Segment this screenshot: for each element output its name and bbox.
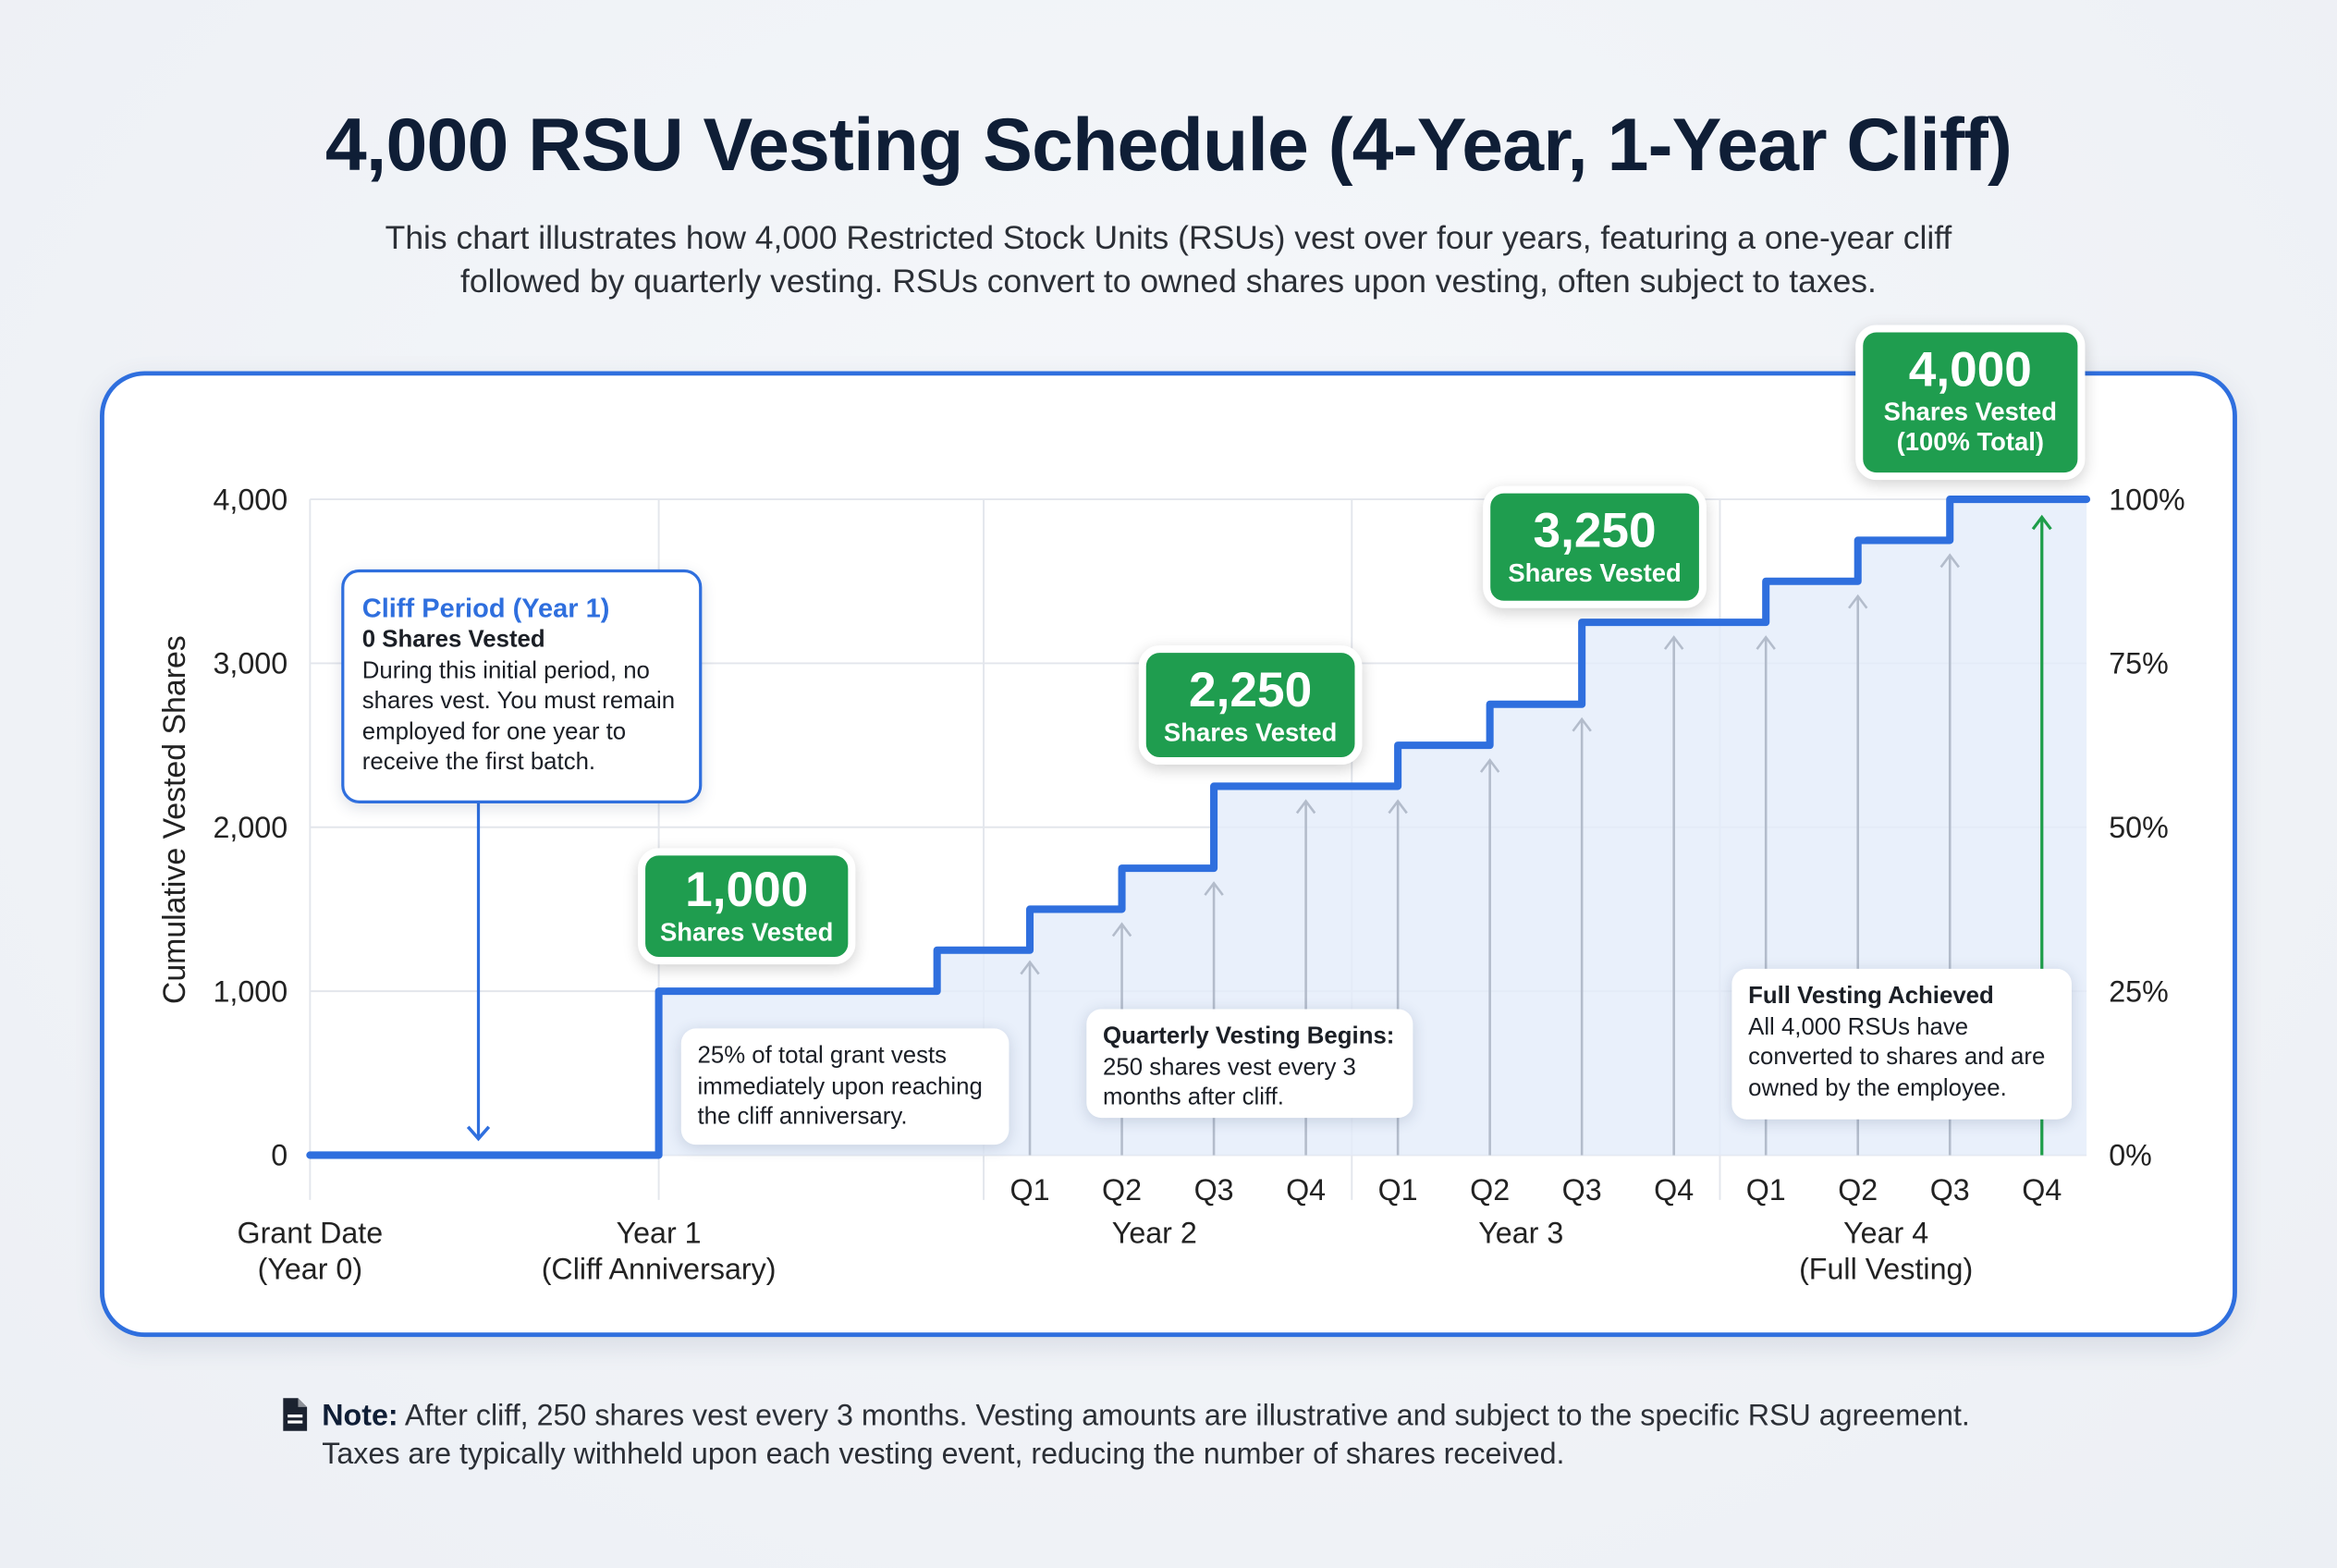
badge-value: 4,000: [1908, 341, 2032, 397]
y-tick-label: 3,000: [213, 647, 288, 680]
arrow-head-icon: [1939, 553, 1960, 569]
x-major-label: Year 2: [1112, 1217, 1197, 1250]
badge-value: 1,000: [685, 861, 809, 917]
x-major-label: (Cliff Anniversary): [542, 1252, 777, 1285]
page-title: 4,000 RSU Vesting Schedule (4-Year, 1-Ye…: [324, 103, 2013, 187]
badge-sub: Shares Vested: [1508, 558, 1682, 588]
arrow-head-icon: [1111, 922, 1132, 937]
x-major-label: Grant Date: [238, 1217, 384, 1250]
arrow-head-icon: [1020, 960, 1040, 975]
x-major-label: Year 1: [617, 1217, 702, 1250]
badge-2250: 2,250 Shares Vested: [1138, 645, 1363, 766]
arrow-head-icon: [1479, 758, 1500, 773]
subtitle-line: followed by quarterly vesting. RSUs conv…: [460, 262, 1877, 300]
cliff-period-callout: Cliff Period (Year 1) 0 Shares Vested Du…: [341, 569, 703, 803]
badge-sub: (100% Total): [1896, 427, 2045, 457]
note-line: After cliff, 250 shares vest every 3 mon…: [398, 1399, 1970, 1433]
cliff-vest-text: 25% of total grant vests immediately upo…: [697, 1043, 983, 1131]
quarterly-title: Quarterly Vesting Begins:: [1103, 1023, 1395, 1049]
cliff-text: During this initial period, no shares ve…: [361, 657, 676, 776]
badge-value: 2,250: [1189, 661, 1313, 717]
y2-tick-label: 100%: [2109, 483, 2184, 516]
document-icon: [283, 1398, 308, 1431]
page-subtitle: This chart illustrates how 4,000 Restric…: [0, 216, 2337, 303]
x-major-label: Year 3: [1478, 1217, 1563, 1250]
x-quarter-label: Q4: [1654, 1173, 1694, 1207]
vesting-step-line: [306, 496, 2091, 1159]
y-tick-label: 1,000: [213, 974, 288, 1008]
x-quarter-label: Q2: [1470, 1173, 1510, 1207]
badge-sub: Shares Vested: [1883, 398, 2058, 427]
subtitle-line: This chart illustrates how 4,000 Restric…: [385, 218, 1952, 257]
arrow-head-icon: [1848, 594, 1868, 609]
x-major-label: (Year 0): [258, 1252, 362, 1285]
badge-sub: Shares Vested: [1163, 718, 1338, 747]
x-quarter-label: Q4: [1286, 1173, 1326, 1207]
x-major-label: (Full Vesting): [1799, 1252, 1973, 1285]
footnote: Note: After cliff, 250 shares vest every…: [322, 1397, 1970, 1475]
cliff-title: Cliff Period (Year 1): [361, 593, 610, 623]
x-quarter-label: Q1: [1010, 1173, 1050, 1207]
y-tick-label: 4,000: [213, 483, 288, 516]
x-quarter-label: Q2: [1838, 1173, 1878, 1207]
y2-tick-label: 50%: [2109, 811, 2169, 844]
cliff-subtitle: 0 Shares Vested: [361, 627, 545, 654]
badge-value: 3,250: [1533, 502, 1657, 557]
quarterly-callout: Quarterly Vesting Begins: 250 shares ves…: [1086, 1009, 1413, 1119]
badge-4000: 4,000 Shares Vested (100% Total): [1855, 325, 2086, 481]
note-line: Taxes are typically withheld upon each v…: [322, 1438, 1565, 1472]
y-tick-label: 0: [271, 1139, 288, 1172]
y2-tick-label: 75%: [2109, 647, 2169, 680]
x-quarter-label: Q3: [1562, 1173, 1602, 1207]
arrow-down-icon: [466, 1125, 491, 1142]
arrow-head-icon: [1572, 717, 1592, 732]
y-tick-label: 2,000: [213, 811, 288, 844]
arrow-head-icon: [1204, 881, 1224, 896]
quarterly-text: 250 shares vest every 3 months after cli…: [1103, 1054, 1356, 1111]
x-quarter-label: Q3: [1194, 1173, 1234, 1207]
full-title: Full Vesting Achieved: [1748, 984, 1994, 1010]
x-quarter-label: Q2: [1102, 1173, 1142, 1207]
arrow-head-icon: [1756, 635, 1776, 650]
arrow-head-icon: [1663, 635, 1684, 650]
x-quarter-label: Q1: [1378, 1173, 1418, 1207]
full-text: All 4,000 RSUs have converted to shares …: [1748, 1014, 2046, 1101]
y-axis-title: Cumulative Vested Shares: [157, 635, 192, 1004]
y2-tick-label: 25%: [2109, 974, 2169, 1008]
arrow-head-icon: [2031, 514, 2052, 531]
cliff-vest-callout: 25% of total grant vests immediately upo…: [680, 1028, 1009, 1145]
badge-sub: Shares Vested: [660, 918, 834, 947]
arrow-head-icon: [1388, 799, 1408, 815]
badge-1000: 1,000 Shares Vested: [638, 848, 856, 965]
arrow-head-icon: [1295, 799, 1316, 815]
x-quarter-label: Q1: [1746, 1173, 1786, 1207]
x-quarter-label: Q3: [1930, 1173, 1970, 1207]
note-label: Note:: [322, 1399, 398, 1433]
full-vesting-callout: Full Vesting Achieved All 4,000 RSUs hav…: [1731, 968, 2072, 1120]
badge-3250: 3,250 Shares Vested: [1483, 485, 1707, 608]
y2-tick-label: 0%: [2109, 1139, 2152, 1172]
x-major-label: Year 4: [1843, 1217, 1928, 1250]
x-quarter-label: Q4: [2022, 1173, 2062, 1207]
